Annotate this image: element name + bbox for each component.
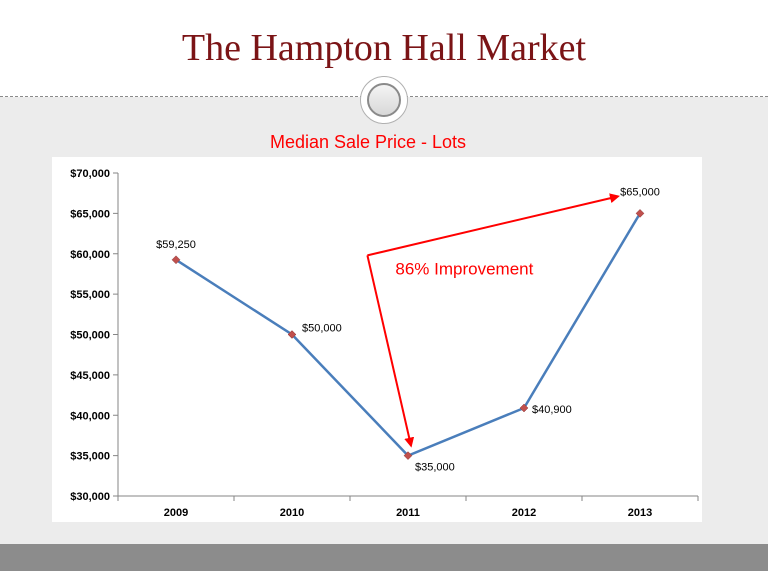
line-chart: $30,000 $35,000 $40,000 $45,000 $50,000 $55,0… [70,168,699,519]
y-tick-label: $55,000 [70,289,110,301]
x-tick-label: 2013 [628,507,652,519]
chart-title: Median Sale Price - Lots [269,132,467,152]
y-tick-label: $70,000 [70,168,110,180]
y-tick-label: $50,000 [70,330,110,342]
data-labels: $59,250 $50,000 $35,000 $40,900 $65,000 [156,186,660,473]
data-label: $50,000 [302,323,342,335]
x-tick-label: 2009 [164,507,188,519]
data-point-marker [287,330,297,339]
circle-ornament-inner [367,83,401,117]
series-line [175,212,642,458]
data-label: $40,900 [532,404,572,416]
annotation-arrow-up [367,193,620,257]
data-point-marker [403,451,413,460]
y-tick-label: $40,000 [70,410,110,422]
chart-axes [117,173,698,497]
y-tick-label: $30,000 [70,491,110,503]
x-tick-label: 2010 [280,507,304,519]
x-tick-label: 2011 [396,507,420,519]
y-axis-ticks: $30,000 $35,000 $40,000 $45,000 $50,000 $55,0… [70,168,118,503]
series-median-price [171,209,645,460]
annotation-label: 86% Improvement [395,259,533,278]
circle-ornament-icon [360,76,408,124]
y-tick-label: $65,000 [70,208,110,220]
x-axis-ticks: 2009 2010 2011 2012 2013 [117,496,699,519]
data-point-marker [519,403,529,413]
y-tick-label: $45,000 [70,370,110,382]
y-tick-label: $35,000 [70,451,110,463]
data-point-marker [171,255,181,265]
data-label: $65,000 [620,186,660,198]
bottom-bar [0,544,768,571]
data-point-marker [635,209,645,218]
improvement-annotation: 86% Improvement [366,193,620,448]
data-label: $35,000 [415,462,455,474]
y-tick-label: $60,000 [70,249,110,261]
annotation-arrow-down [366,255,415,448]
x-tick-label: 2012 [512,507,536,519]
data-label: $59,250 [156,239,196,251]
chart-panel: $30,000 $35,000 $40,000 $45,000 $50,000 $55,0… [52,157,702,522]
slide-title: The Hampton Hall Market [181,27,587,69]
